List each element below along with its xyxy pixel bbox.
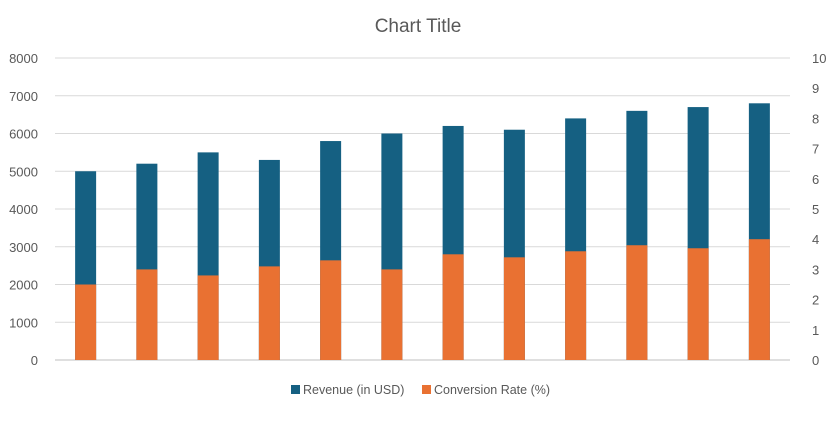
- bar-conversion-rate: [748, 239, 770, 360]
- left-axis-tick-label: 3000: [9, 240, 38, 255]
- bars: [75, 103, 770, 361]
- right-axis-tick-label: 9: [812, 81, 819, 96]
- left-axis-tick-label: 1000: [9, 315, 38, 330]
- bar-conversion-rate: [258, 266, 280, 360]
- legend-label-conversion-rate: Conversion Rate (%): [434, 383, 550, 397]
- right-axis-tick-label: 2: [812, 293, 819, 308]
- right-axis-tick-label: 5: [812, 202, 819, 217]
- chart-title: Chart Title: [375, 16, 462, 37]
- bar-conversion-rate: [503, 257, 525, 360]
- legend-label-revenue: Revenue (in USD): [303, 383, 404, 397]
- left-axis-tick-label: 8000: [9, 51, 38, 66]
- legend-swatch-revenue: [291, 385, 300, 394]
- right-axis-tick-label: 8: [812, 111, 819, 126]
- left-axis-tick-label: 7000: [9, 89, 38, 104]
- legend: Revenue (in USD) Conversion Rate (%): [291, 383, 550, 397]
- right-axis-tick-label: 1: [812, 323, 819, 338]
- left-axis-tick-label: 4000: [9, 202, 38, 217]
- right-axis-tick-label: 3: [812, 262, 819, 277]
- right-axis-tick-label: 4: [812, 232, 819, 247]
- bar-conversion-rate: [197, 275, 219, 360]
- bar-conversion-rate: [626, 245, 648, 360]
- bar-conversion-rate: [565, 251, 587, 360]
- gridlines: [55, 57, 790, 361]
- left-axis-tick-label: 2000: [9, 278, 38, 293]
- bar-conversion-rate: [381, 269, 403, 360]
- left-axis-ticks: 0 1000 2000 3000 4000 5000 6000 7000 8000: [9, 51, 38, 368]
- right-axis-tick-label: 6: [812, 172, 819, 187]
- bar-conversion-rate: [136, 269, 158, 360]
- bar-conversion-rate: [75, 284, 97, 360]
- right-axis-tick-label: 0: [812, 353, 819, 368]
- bar-conversion-rate: [687, 248, 709, 360]
- left-axis-tick-label: 0: [31, 353, 38, 368]
- bar-conversion-rate: [442, 254, 464, 360]
- right-axis-tick-label: 10: [812, 51, 826, 66]
- left-axis-tick-label: 6000: [9, 127, 38, 142]
- bar-conversion-rate: [320, 260, 342, 360]
- left-axis-tick-label: 5000: [9, 164, 38, 179]
- legend-swatch-conversion-rate: [422, 385, 431, 394]
- right-axis-ticks: 0 1 2 3 4 5 6 7 8 9 10: [812, 51, 826, 368]
- right-axis-tick-label: 7: [812, 142, 819, 157]
